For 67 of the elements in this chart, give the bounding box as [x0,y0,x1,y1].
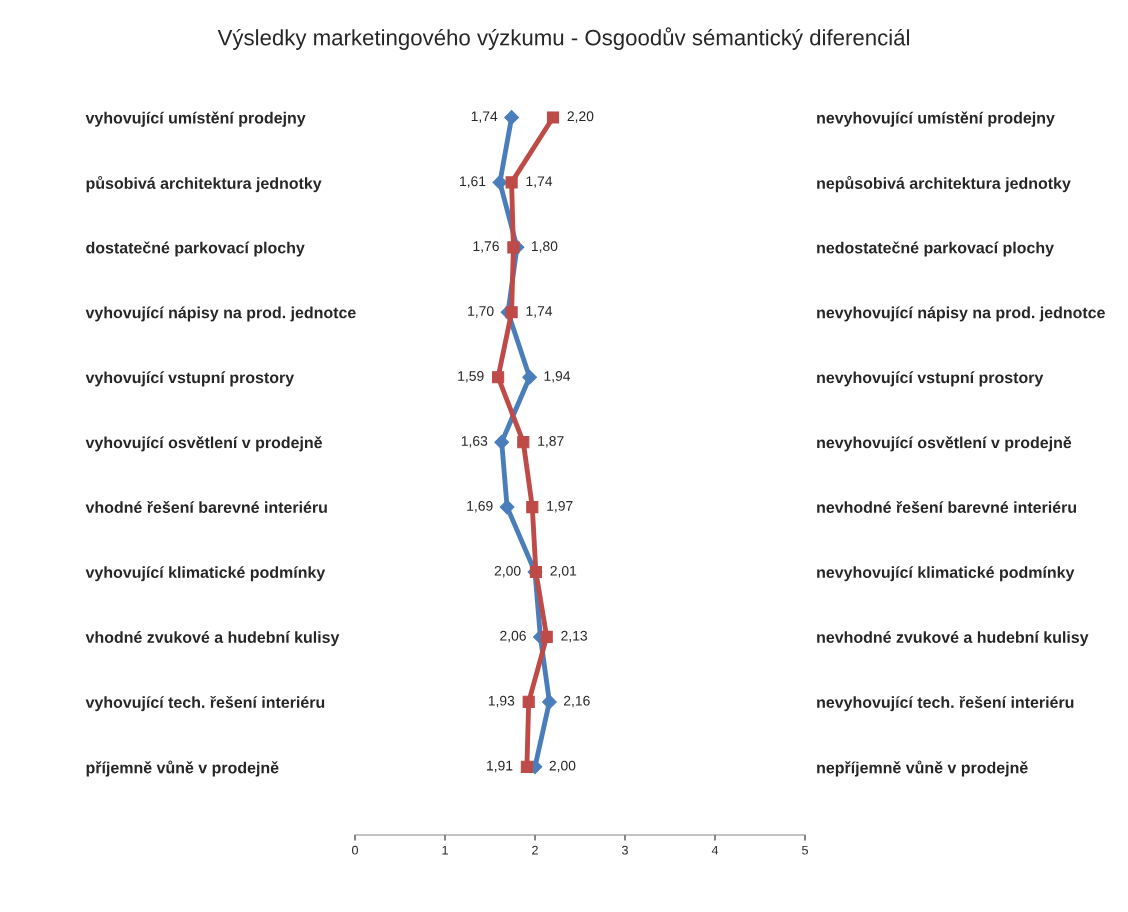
point [505,176,518,189]
y-tick-label: vyhovující osvětlení v prodejně [85,436,322,452]
point [494,434,510,450]
point [520,760,533,773]
data-label: 1,70 [468,306,494,318]
y2-tick-label: nedostatečné parkovací plochy [817,241,1054,257]
data-label: 2,16 [563,695,590,708]
y-tick-label: vyhovující vstupní prostory [85,371,295,387]
x-tick-label: 2 [532,845,538,855]
data-label: 1,94 [544,371,571,383]
y-tick-label: vyhovující umístění prodejny [85,111,306,127]
data-label: 2,00 [549,760,576,773]
data-label: 1,59 [458,371,484,383]
point [540,630,553,644]
data-label: 1,97 [547,500,573,513]
y2-tick-label: nevyhovující tech. řešení interiéru [817,695,1074,712]
y-tick-label: působivá architektura jednotky [86,175,322,193]
data-label: 1,74 [526,306,553,318]
data-label: 1,69 [467,500,493,513]
data-label: 2,06 [500,630,526,643]
y2-tick-label: nevyhovující umístění prodejny [817,111,1055,127]
y2-tick-label: nevyhovující nápisy na prod. jednotce [817,306,1105,322]
x-tick-label: 4 [711,845,719,855]
y-tick-label: dostatečné parkovací plochy [86,241,305,257]
point [522,369,537,385]
point [546,111,560,124]
y2-tick-label: nepříjemně vůně v prodejně [817,760,1028,777]
y2-tick-label: nevhodné řešení barevné interiéru [817,500,1077,514]
point [499,499,515,515]
data-label: 1,74 [526,176,553,188]
y-tick-label: vyhovující nápisy na prod. jednotce [85,306,356,322]
y-tick-label: příjemně vůně v prodejně [86,760,279,777]
y-tick-label: vhodné řešení barevné interiéru [85,500,327,514]
point [504,110,519,125]
y2-tick-label: nevyhovující vstupní prostory [817,371,1044,387]
data-label: 1,63 [461,436,488,448]
point [507,241,520,254]
data-label: 2,13 [561,630,588,643]
x-tick-label: 0 [352,845,358,855]
x-tick-label: 1 [442,845,448,855]
data-label: 1,93 [488,695,515,708]
point [517,436,530,449]
data-label: 1,74 [471,111,498,123]
point [526,501,539,514]
point [522,695,535,708]
data-label: 1,87 [538,436,564,448]
point [505,306,518,319]
data-label: 1,80 [531,241,558,253]
data-label: 1,61 [460,176,486,188]
y-tick-label: vhodné zvukové a hudební kulisy [85,631,340,647]
point [542,694,557,710]
data-label: 2,20 [567,111,594,123]
data-label: 1,76 [473,241,499,253]
y2-tick-label: nevyhovující klimatické podmínky [817,566,1075,582]
y-tick-label: vyhovující klimatické podmínky [85,566,326,582]
y2-tick-label: nepůsobivá architektura jednotky [817,175,1071,193]
y2-tick-label: nevyhovující osvětlení v prodejně [817,436,1072,452]
chart-title: Výsledky marketingového výzkumu - Osgoodův sémantický diferenciál [217,27,909,50]
y2-tick-label: nevhodné zvukové a hudební kulisy [817,631,1089,647]
data-label: 2,01 [550,565,577,578]
point [492,175,508,190]
x-tick-label: 3 [622,845,628,855]
x-tick-label: 5 [802,845,808,855]
data-label: 1,91 [487,760,513,773]
data-label: 2,00 [494,565,521,578]
point [492,371,505,384]
y-tick-label: vyhovující tech. řešení interiéru [85,695,325,712]
